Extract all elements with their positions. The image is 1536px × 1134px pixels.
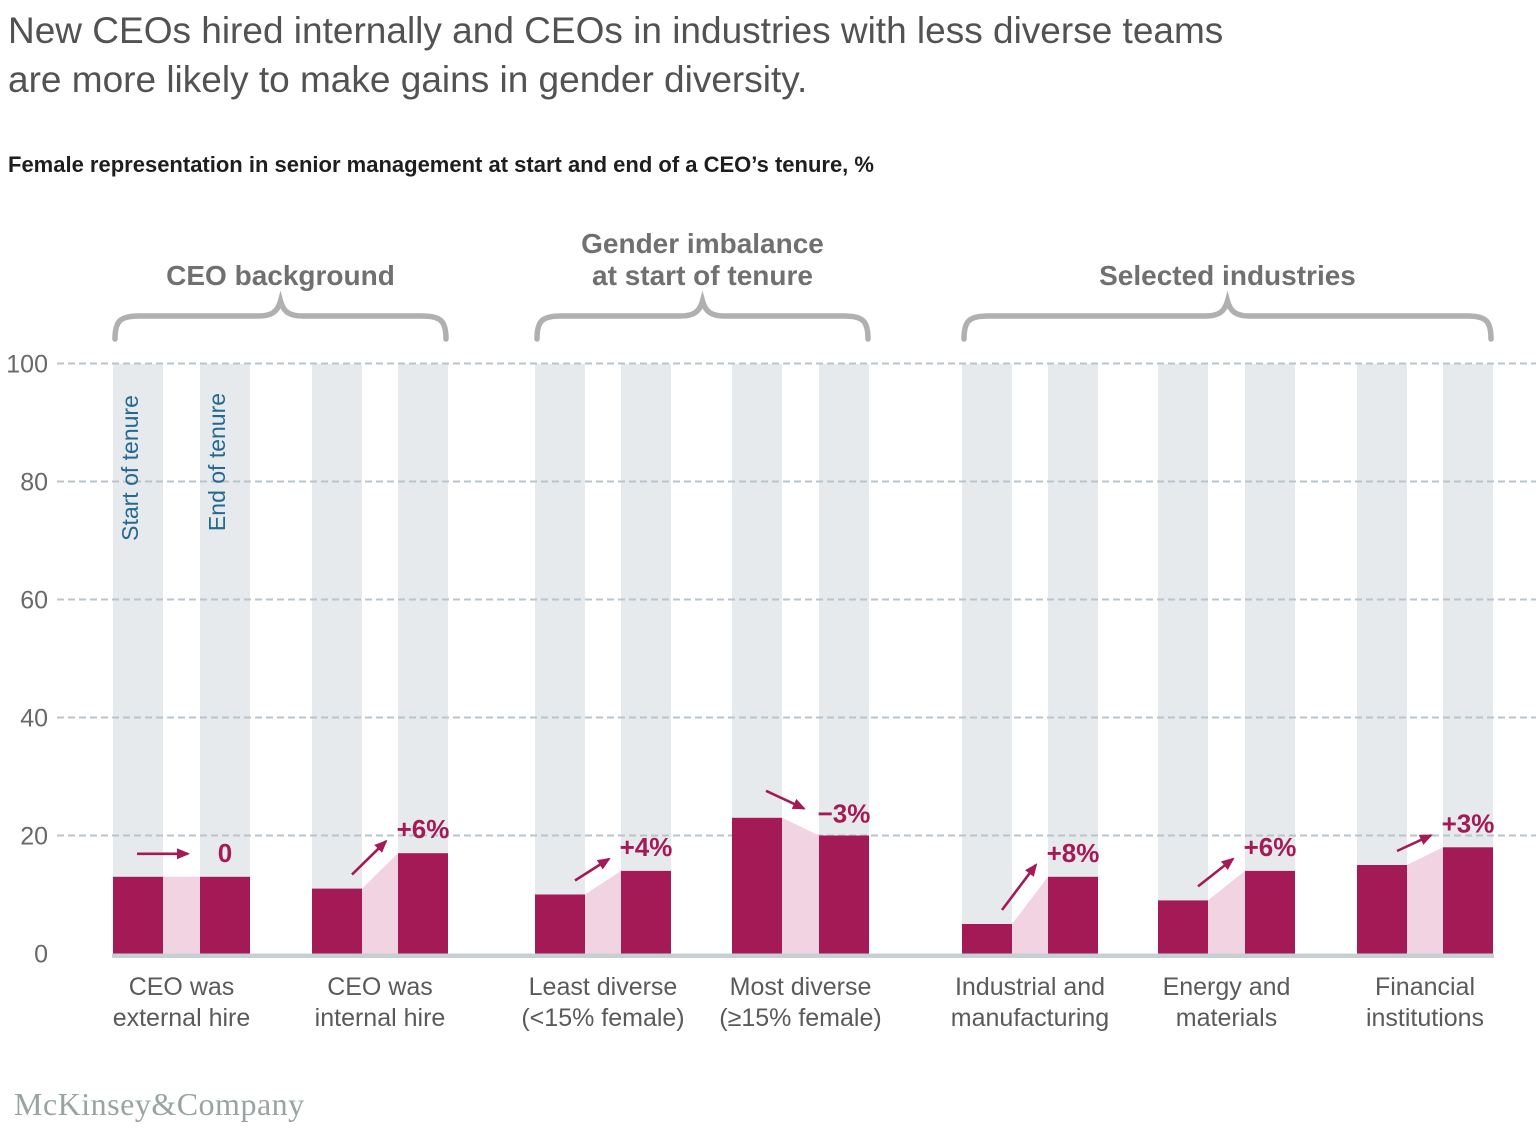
category-label: Financial [1375,973,1475,1001]
change-arrow [1396,834,1433,853]
background-column-start [1357,364,1407,954]
start-of-tenure-label: Start of tenure [117,395,143,541]
change-arrow [1000,863,1038,911]
tenure-connector [1012,876,1048,954]
bar-end-of-tenure [200,876,250,954]
category-label: manufacturing [951,1004,1109,1032]
tenure-connector [163,876,200,954]
group-label: Gender imbalance [581,228,824,259]
bar-start-of-tenure [962,924,1012,954]
background-column-end [200,364,250,954]
category-label: CEO was [129,973,235,1001]
change-label: +4% [620,832,673,862]
bar-end-of-tenure [819,835,869,954]
y-axis-tick-label: 60 [20,587,48,615]
background-column-end [1048,364,1098,954]
chart-headline: New CEOs hired internally and CEOs in in… [8,6,1508,104]
bar-start-of-tenure [732,817,782,954]
headline-line-2: are more likely to make gains in gender … [8,59,808,100]
chart-subtitle: Female representation in senior manageme… [8,152,874,177]
bar-start-of-tenure [535,894,585,954]
y-axis-tick-label: 80 [20,469,48,497]
group-brace [961,290,1494,342]
background-column-end [621,364,671,954]
y-axis-tick-label: 0 [34,941,48,969]
change-arrow [574,857,611,882]
change-arrow [351,839,388,876]
category-label: Most diverse [730,973,872,1001]
bar-start-of-tenure [312,888,362,954]
change-label: +8% [1047,838,1100,868]
group-brace [112,290,449,342]
group-label: CEO background [166,260,395,291]
bar-end-of-tenure [1443,847,1493,954]
background-column-start [312,364,362,954]
change-label: 0 [218,838,232,868]
category-label: internal hire [315,1004,446,1032]
group-label: Selected industries [1099,260,1356,291]
headline-line-1: New CEOs hired internally and CEOs in in… [8,10,1224,51]
change-arrow [1197,857,1235,888]
bar-end-of-tenure [398,853,448,954]
change-label: +6% [1244,832,1297,862]
category-label: (≥15% female) [719,1004,881,1032]
group-label: at start of tenure [592,260,813,291]
y-axis-tick-label: 40 [20,705,48,733]
bar-end-of-tenure [1048,876,1098,954]
change-label: +6% [397,814,450,844]
tenure-connector [782,817,819,954]
y-axis-tick-label: 20 [20,823,48,851]
category-label: materials [1176,1004,1277,1032]
category-label: external hire [113,1004,251,1032]
background-column-start [1158,364,1208,954]
category-label: (<15% female) [521,1004,684,1032]
background-column-start [113,364,163,954]
end-of-tenure-label: End of tenure [204,393,230,531]
change-label: −3% [818,799,871,829]
tenure-connector [1208,870,1245,954]
category-label: CEO was [327,973,433,1001]
bar-start-of-tenure [1158,900,1208,954]
bar-end-of-tenure [621,870,671,954]
y-axis-tick-label: 100 [6,351,48,379]
change-arrow [765,789,806,810]
category-label: Industrial and [955,973,1105,1001]
tenure-connector [1407,847,1443,954]
background-column-start [962,364,1012,954]
mckinsey-logo: McKinsey&Company [14,1086,305,1122]
group-brace [534,290,871,342]
category-label: institutions [1366,1004,1484,1032]
background-column-start [535,364,585,954]
bar-start-of-tenure [113,876,163,954]
background-column-end [1245,364,1295,954]
category-label: Least diverse [529,973,678,1001]
tenure-connector [585,870,621,954]
axis-baseline [112,953,1494,958]
category-label: Energy and [1163,973,1291,1001]
change-label: +3% [1442,808,1495,838]
bar-end-of-tenure [1245,870,1295,954]
tenure-connector [362,853,398,954]
bar-start-of-tenure [1357,865,1407,954]
